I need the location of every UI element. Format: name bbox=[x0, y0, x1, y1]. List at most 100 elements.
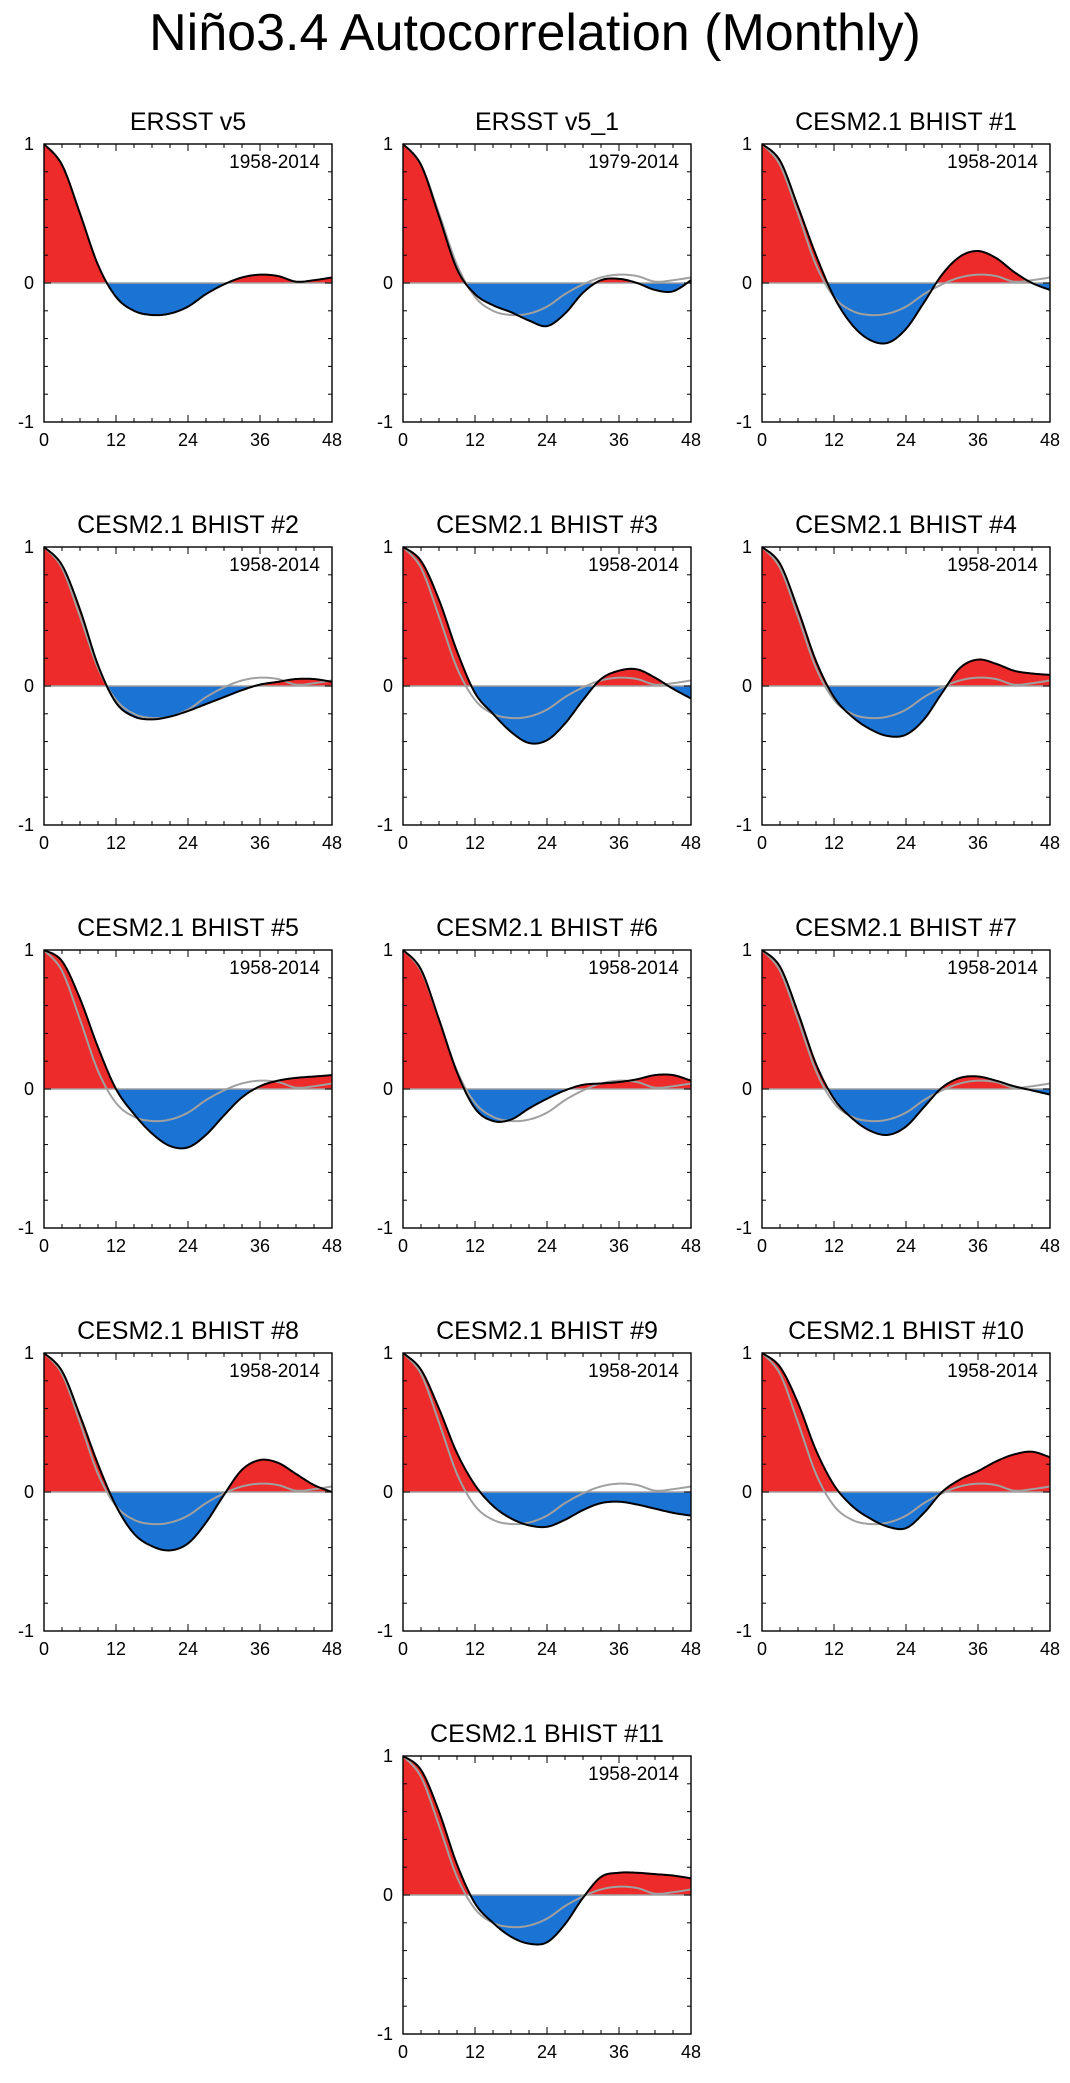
y-tick-label: 0 bbox=[24, 1079, 34, 1099]
x-tick-label: 36 bbox=[968, 1639, 988, 1659]
y-tick-label: 0 bbox=[742, 676, 752, 696]
period-label: 1958-2014 bbox=[588, 555, 679, 576]
x-tick-label: 48 bbox=[1040, 833, 1060, 853]
model-line bbox=[761, 546, 1051, 738]
panel-title: CESM2.1 BHIST #4 bbox=[795, 511, 1017, 539]
y-tick-label: 1 bbox=[24, 1343, 34, 1363]
x-tick-label: 0 bbox=[757, 1639, 767, 1659]
model-line bbox=[43, 949, 333, 1150]
model-line bbox=[43, 1352, 333, 1552]
x-tick-label: 24 bbox=[537, 2042, 557, 2062]
x-tick-label: 36 bbox=[609, 1639, 629, 1659]
x-tick-label: 36 bbox=[250, 833, 270, 853]
x-tick-label: 48 bbox=[1040, 1639, 1060, 1659]
x-tick-label: 12 bbox=[106, 1236, 126, 1256]
y-tick-label: 1 bbox=[383, 537, 393, 557]
panel-title: CESM2.1 BHIST #10 bbox=[788, 1317, 1024, 1345]
y-tick-label: 1 bbox=[383, 1746, 393, 1766]
period-label: 1958-2014 bbox=[947, 958, 1038, 979]
x-tick-label: 12 bbox=[465, 430, 485, 450]
panel-title: CESM2.1 BHIST #11 bbox=[430, 1720, 664, 1748]
y-tick-label: -1 bbox=[18, 412, 34, 432]
panel-title: CESM2.1 BHIST #7 bbox=[795, 914, 1017, 942]
model-line bbox=[402, 1352, 692, 1529]
y-tick-label: 1 bbox=[383, 940, 393, 960]
y-tick-label: -1 bbox=[736, 1621, 752, 1641]
y-tick-label: -1 bbox=[377, 1621, 393, 1641]
negative-area bbox=[762, 283, 1050, 344]
panel-title: CESM2.1 BHIST #6 bbox=[436, 914, 658, 942]
x-tick-label: 12 bbox=[824, 833, 844, 853]
figure-title: Niño3.4 Autocorrelation (Monthly) bbox=[149, 4, 921, 62]
positive-area bbox=[44, 547, 332, 686]
x-tick-label: 24 bbox=[537, 1236, 557, 1256]
negative-area bbox=[762, 686, 1050, 737]
panel-title: CESM2.1 BHIST #1 bbox=[795, 108, 1017, 136]
y-tick-label: 1 bbox=[383, 134, 393, 154]
y-tick-label: 1 bbox=[742, 940, 752, 960]
panel-title: CESM2.1 BHIST #5 bbox=[77, 914, 299, 942]
reference-line bbox=[43, 949, 333, 1123]
y-tick-label: -1 bbox=[736, 1218, 752, 1238]
positive-area bbox=[403, 1353, 691, 1492]
positive-area bbox=[403, 1756, 691, 1895]
period-label: 1958-2014 bbox=[947, 1361, 1038, 1382]
x-tick-label: 36 bbox=[968, 1236, 988, 1256]
x-tick-label: 0 bbox=[757, 1236, 767, 1256]
period-label: 1979-2014 bbox=[588, 152, 679, 173]
x-tick-label: 0 bbox=[757, 833, 767, 853]
x-tick-label: 48 bbox=[322, 1639, 342, 1659]
y-tick-label: -1 bbox=[736, 815, 752, 835]
y-tick-label: -1 bbox=[377, 815, 393, 835]
y-tick-label: -1 bbox=[18, 815, 34, 835]
y-tick-label: -1 bbox=[377, 1218, 393, 1238]
y-tick-label: 0 bbox=[742, 1079, 752, 1099]
y-tick-label: 0 bbox=[383, 1885, 393, 1905]
x-tick-label: 36 bbox=[968, 430, 988, 450]
x-tick-label: 36 bbox=[609, 430, 629, 450]
period-label: 1958-2014 bbox=[229, 555, 320, 576]
y-tick-label: -1 bbox=[18, 1621, 34, 1641]
x-tick-label: 24 bbox=[178, 1236, 198, 1256]
y-tick-label: 0 bbox=[24, 273, 34, 293]
negative-area bbox=[762, 1492, 1050, 1530]
model-line bbox=[402, 546, 692, 745]
x-tick-label: 24 bbox=[537, 833, 557, 853]
model-line bbox=[761, 949, 1051, 1137]
model-line bbox=[402, 949, 692, 1123]
positive-area bbox=[44, 950, 332, 1089]
x-tick-label: 48 bbox=[681, 430, 701, 450]
reference-line bbox=[761, 546, 1051, 720]
model-line bbox=[761, 143, 1051, 345]
negative-area bbox=[44, 1492, 332, 1551]
period-label: 1958-2014 bbox=[229, 1361, 320, 1382]
model-line bbox=[402, 1755, 692, 1946]
positive-area bbox=[762, 950, 1050, 1089]
x-tick-label: 48 bbox=[322, 430, 342, 450]
positive-area bbox=[44, 1353, 332, 1492]
x-tick-label: 36 bbox=[968, 833, 988, 853]
x-tick-label: 24 bbox=[896, 1639, 916, 1659]
x-tick-label: 0 bbox=[398, 833, 408, 853]
y-tick-label: 1 bbox=[742, 537, 752, 557]
y-tick-label: 1 bbox=[742, 134, 752, 154]
reference-line bbox=[761, 1352, 1051, 1526]
y-tick-label: 1 bbox=[742, 1343, 752, 1363]
negative-area bbox=[44, 283, 332, 316]
negative-area bbox=[44, 1089, 332, 1149]
x-tick-label: 24 bbox=[537, 430, 557, 450]
x-tick-label: 12 bbox=[824, 430, 844, 450]
panel-title: CESM2.1 BHIST #2 bbox=[77, 511, 299, 539]
x-tick-label: 0 bbox=[39, 430, 49, 450]
period-label: 1958-2014 bbox=[947, 555, 1038, 576]
model-line bbox=[402, 143, 692, 328]
x-tick-label: 24 bbox=[896, 1236, 916, 1256]
y-tick-label: 1 bbox=[24, 940, 34, 960]
